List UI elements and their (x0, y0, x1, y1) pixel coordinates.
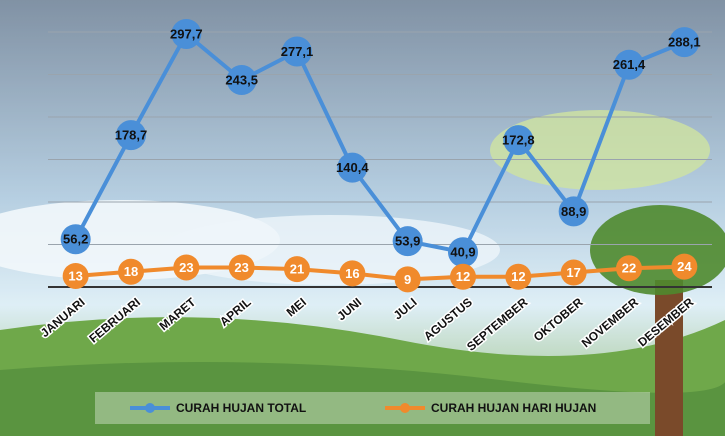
data-point (671, 253, 698, 280)
data-label: 243,5 (225, 72, 258, 87)
data-point (560, 259, 587, 286)
data-point (337, 152, 368, 183)
data-point (116, 120, 146, 151)
data-label: 12 (456, 269, 470, 284)
data-point (60, 224, 91, 255)
data-label: 178,7 (115, 128, 148, 143)
data-label: 277,1 (281, 44, 314, 59)
data-point (669, 27, 700, 58)
data-point (448, 237, 478, 268)
data-label: 40,9 (450, 245, 475, 260)
data-label: 13 (68, 268, 82, 283)
data-label: 23 (234, 260, 248, 275)
data-label: 18 (124, 264, 138, 279)
data-point (173, 254, 200, 281)
data-label: 288,1 (668, 35, 701, 50)
data-point (394, 266, 421, 293)
data-label: 22 (622, 261, 636, 276)
data-label: 53,9 (395, 234, 420, 249)
data-label: 24 (677, 259, 692, 274)
data-label: 261,4 (613, 57, 646, 72)
data-label: 9 (404, 272, 411, 287)
series-line (73, 30, 686, 255)
data-point (450, 263, 476, 290)
data-point (226, 65, 257, 96)
data-point (282, 36, 312, 67)
data-label: 16 (345, 266, 359, 281)
data-label: 17 (566, 265, 580, 280)
legend-label: CURAH HUJAN HARI HUJAN (431, 401, 596, 415)
data-label: 140,4 (336, 160, 369, 175)
data-point (616, 255, 642, 282)
data-label: 56,2 (63, 232, 88, 247)
data-label: 12 (511, 269, 525, 284)
data-point (503, 125, 534, 156)
data-point (505, 263, 532, 290)
data-label: 88,9 (561, 204, 586, 219)
legend-marker (400, 403, 410, 413)
data-point (614, 49, 644, 80)
data-point (171, 18, 202, 49)
data-label: 23 (179, 260, 193, 275)
data-point (392, 226, 423, 257)
data-point (284, 256, 310, 283)
data-label: 172,8 (502, 133, 535, 148)
data-point (118, 258, 144, 285)
data-point (228, 254, 255, 281)
data-label: 297,7 (170, 26, 203, 41)
data-point (339, 260, 366, 287)
data-point (62, 262, 89, 289)
legend-label: CURAH HUJAN TOTAL (176, 401, 306, 415)
data-point (558, 196, 589, 227)
data-label: 21 (290, 262, 304, 277)
legend-marker (145, 403, 155, 413)
